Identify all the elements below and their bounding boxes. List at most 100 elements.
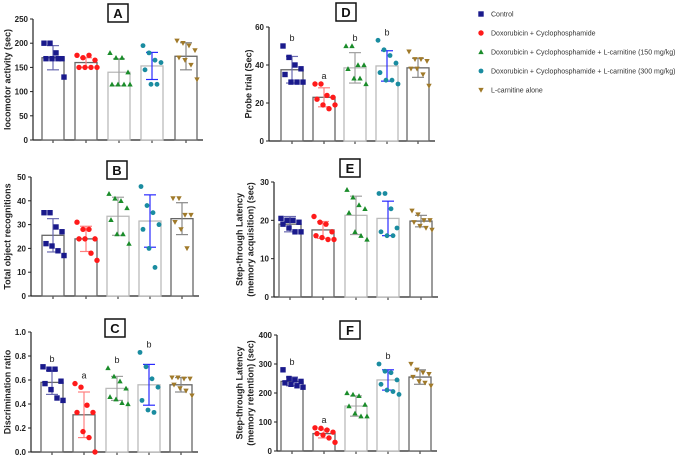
legend-item: Doxorubicin + Cyclophosphamide <box>478 30 596 38</box>
data-point <box>124 205 130 211</box>
data-point <box>412 57 418 62</box>
legend-label: Control <box>491 12 514 19</box>
data-point <box>47 40 53 46</box>
data-point <box>290 217 296 224</box>
data-point <box>294 383 300 389</box>
data-point <box>125 401 131 407</box>
data-point <box>325 236 331 243</box>
legend-item: Doxorubicin + Cyclophosphamide + L-carni… <box>478 49 675 57</box>
data-point <box>158 60 164 65</box>
data-point <box>298 66 304 72</box>
data-point <box>326 435 332 441</box>
data-point <box>149 376 155 382</box>
y-tick-label: 200 <box>259 389 273 398</box>
data-point <box>90 409 96 416</box>
data-point <box>409 208 415 214</box>
data-point <box>176 196 182 202</box>
significance-letter: b <box>146 339 151 349</box>
data-point <box>140 226 146 232</box>
data-point <box>119 400 125 405</box>
legend-marker-icon <box>478 87 484 93</box>
panel-title-box <box>104 318 126 338</box>
data-point <box>88 64 94 71</box>
data-point <box>43 240 49 247</box>
data-point <box>74 219 80 225</box>
data-point <box>118 198 124 203</box>
data-point <box>171 382 177 388</box>
y-tick-label: 150 <box>15 63 29 72</box>
data-point <box>394 225 400 231</box>
data-point <box>421 218 427 224</box>
data-point <box>137 349 143 355</box>
data-point <box>188 62 194 68</box>
data-point <box>426 371 432 377</box>
data-point <box>117 378 123 384</box>
panel-title: C <box>110 321 120 336</box>
data-point <box>170 196 176 202</box>
bar-5 <box>409 220 433 298</box>
data-point <box>182 57 188 63</box>
data-point <box>300 384 306 390</box>
data-point <box>92 449 98 455</box>
data-point <box>312 81 318 87</box>
data-point <box>362 206 368 211</box>
data-point <box>72 380 78 387</box>
data-point <box>182 212 188 218</box>
data-point <box>184 246 190 252</box>
data-point <box>145 407 151 413</box>
panel-title: E <box>346 161 355 176</box>
y-axis-label: Probe trial (Sec) <box>243 49 253 118</box>
data-point <box>298 378 304 385</box>
y-tick-label: 200 <box>15 39 29 48</box>
y-tick-label: 30 <box>17 221 26 230</box>
data-point <box>86 226 92 233</box>
data-point <box>146 50 152 56</box>
y-tick-label: 10 <box>17 268 26 277</box>
data-point <box>408 361 414 367</box>
data-point <box>395 81 401 87</box>
data-point <box>390 389 396 394</box>
data-point <box>60 397 66 404</box>
data-point <box>358 232 364 238</box>
data-point <box>82 64 88 71</box>
data-point <box>350 194 356 200</box>
significance-letter: a <box>81 371 86 381</box>
y-axis-label: Discrimination ratio <box>2 349 12 434</box>
y-tick-label: 50 <box>19 112 28 121</box>
data-point <box>312 425 318 431</box>
data-point <box>424 59 430 64</box>
data-point <box>320 432 326 438</box>
data-point <box>393 60 399 66</box>
data-point <box>178 227 184 233</box>
legend-item: Control <box>478 11 514 19</box>
data-point <box>47 210 53 216</box>
data-point <box>382 368 388 374</box>
data-point <box>420 72 426 78</box>
data-point <box>139 397 145 403</box>
data-point <box>352 229 358 234</box>
data-point <box>350 391 356 397</box>
data-point <box>113 396 119 402</box>
data-point <box>423 225 429 231</box>
legend-label: L-carnitine alone <box>491 88 543 95</box>
data-point <box>59 55 65 62</box>
data-point <box>106 190 112 196</box>
data-point <box>331 236 337 243</box>
data-point <box>429 227 435 233</box>
y-axis-label: Step-through Latency <box>234 346 244 439</box>
data-point <box>175 375 181 381</box>
data-point <box>358 413 364 419</box>
data-point <box>375 37 381 43</box>
data-point <box>112 195 118 201</box>
data-point <box>113 55 119 60</box>
data-point <box>383 77 389 83</box>
panel-f: F 0 100 200 300 400 Step-through Latency (memor… <box>234 320 437 456</box>
y-tick-label: 0.6 <box>15 376 27 385</box>
panel-c: C 0.0 0.2 0.4 0.6 0.8 1.0 Discrimination ratio b… <box>2 318 198 457</box>
y-tick-label: 0 <box>22 292 27 301</box>
y-tick-label: 100 <box>259 418 273 427</box>
data-point <box>320 102 326 108</box>
data-point <box>172 220 178 225</box>
legend-marker-icon <box>478 68 484 74</box>
data-point <box>86 52 92 58</box>
